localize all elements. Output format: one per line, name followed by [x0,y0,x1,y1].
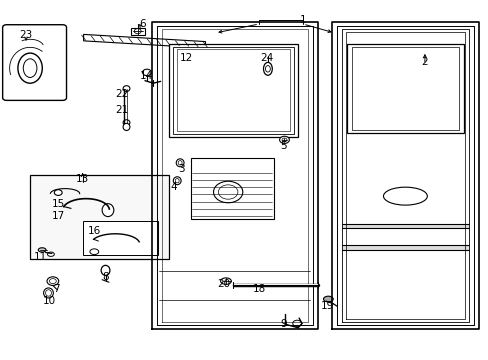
Ellipse shape [292,320,301,327]
Text: 16: 16 [87,226,101,236]
FancyBboxPatch shape [2,25,66,100]
Bar [172,46,294,134]
Text: 17: 17 [52,211,65,221]
Text: 21: 21 [115,105,128,115]
Polygon shape [83,35,205,48]
Ellipse shape [213,181,243,203]
Ellipse shape [220,278,231,284]
Ellipse shape [173,177,181,185]
Ellipse shape [45,290,51,296]
Bar [82,221,158,255]
Ellipse shape [383,187,427,205]
Ellipse shape [90,249,99,255]
Text: 10: 10 [43,296,56,306]
Bar [176,49,290,131]
Text: 8: 8 [102,272,109,282]
Ellipse shape [101,265,110,275]
Ellipse shape [123,120,130,126]
Text: 1: 1 [299,15,305,26]
Text: 5: 5 [280,141,286,151]
Ellipse shape [49,279,56,284]
Ellipse shape [38,248,46,252]
Bar [30,175,168,259]
Text: 23: 23 [20,30,33,40]
Text: 7: 7 [53,284,60,294]
Ellipse shape [18,53,42,83]
Ellipse shape [123,123,130,131]
Text: 3: 3 [178,164,184,174]
Text: 18: 18 [252,284,265,294]
Text: 12: 12 [179,53,192,63]
Text: 24: 24 [259,53,272,63]
Text: 15: 15 [52,199,65,210]
Ellipse shape [175,179,179,183]
Bar [346,44,463,134]
Ellipse shape [123,86,130,91]
Ellipse shape [323,296,332,302]
Bar [351,47,458,130]
Ellipse shape [178,161,182,165]
Ellipse shape [142,69,151,76]
Text: 22: 22 [115,89,128,99]
Text: 11: 11 [34,252,47,262]
Ellipse shape [263,62,272,75]
Bar [190,158,273,220]
Text: 6: 6 [139,19,145,29]
Ellipse shape [218,185,238,199]
Text: 19: 19 [320,301,333,311]
Ellipse shape [182,50,187,53]
Ellipse shape [282,138,286,141]
Text: 4: 4 [170,182,177,192]
Ellipse shape [279,136,289,143]
Bar [168,44,298,137]
Text: 13: 13 [76,174,89,184]
Ellipse shape [43,288,53,298]
Ellipse shape [134,29,141,34]
Ellipse shape [47,252,54,256]
Text: 9: 9 [280,319,286,329]
Ellipse shape [176,159,183,167]
Ellipse shape [47,277,59,285]
Ellipse shape [265,66,270,72]
Text: 20: 20 [217,279,230,289]
Ellipse shape [23,59,37,77]
Ellipse shape [180,49,189,54]
Ellipse shape [54,190,62,195]
Ellipse shape [102,204,114,217]
Text: 2: 2 [421,57,427,67]
Text: 14: 14 [139,71,152,81]
Bar [131,28,144,35]
